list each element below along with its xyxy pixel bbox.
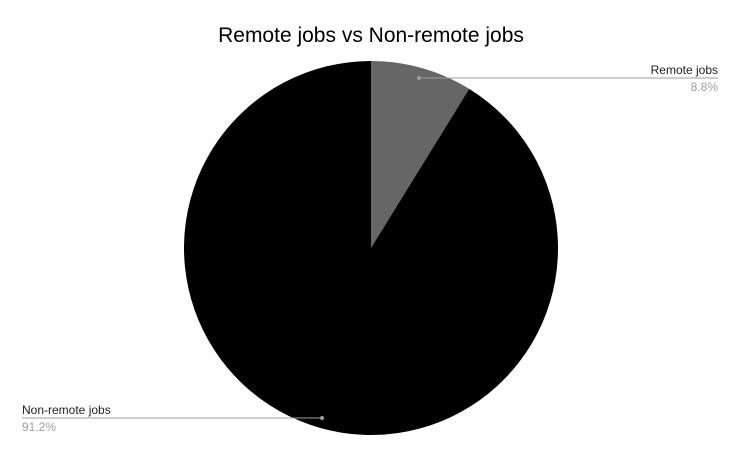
slice-percentage: 8.8% [691,80,719,94]
slice-labels: Remote jobs 8.8% Non-remote jobs 91.2% [22,63,718,434]
pie-slices [184,61,558,435]
slice-percentage: 91.2% [22,420,56,434]
slice-label: Non-remote jobs [22,403,111,417]
slice-label: Remote jobs [651,63,718,77]
pie-slice-non-remote-jobs [184,61,558,435]
leader-lines [22,76,718,420]
chart-title: Remote jobs vs Non-remote jobs [218,24,524,47]
pie-slice-remote-jobs [371,61,470,248]
